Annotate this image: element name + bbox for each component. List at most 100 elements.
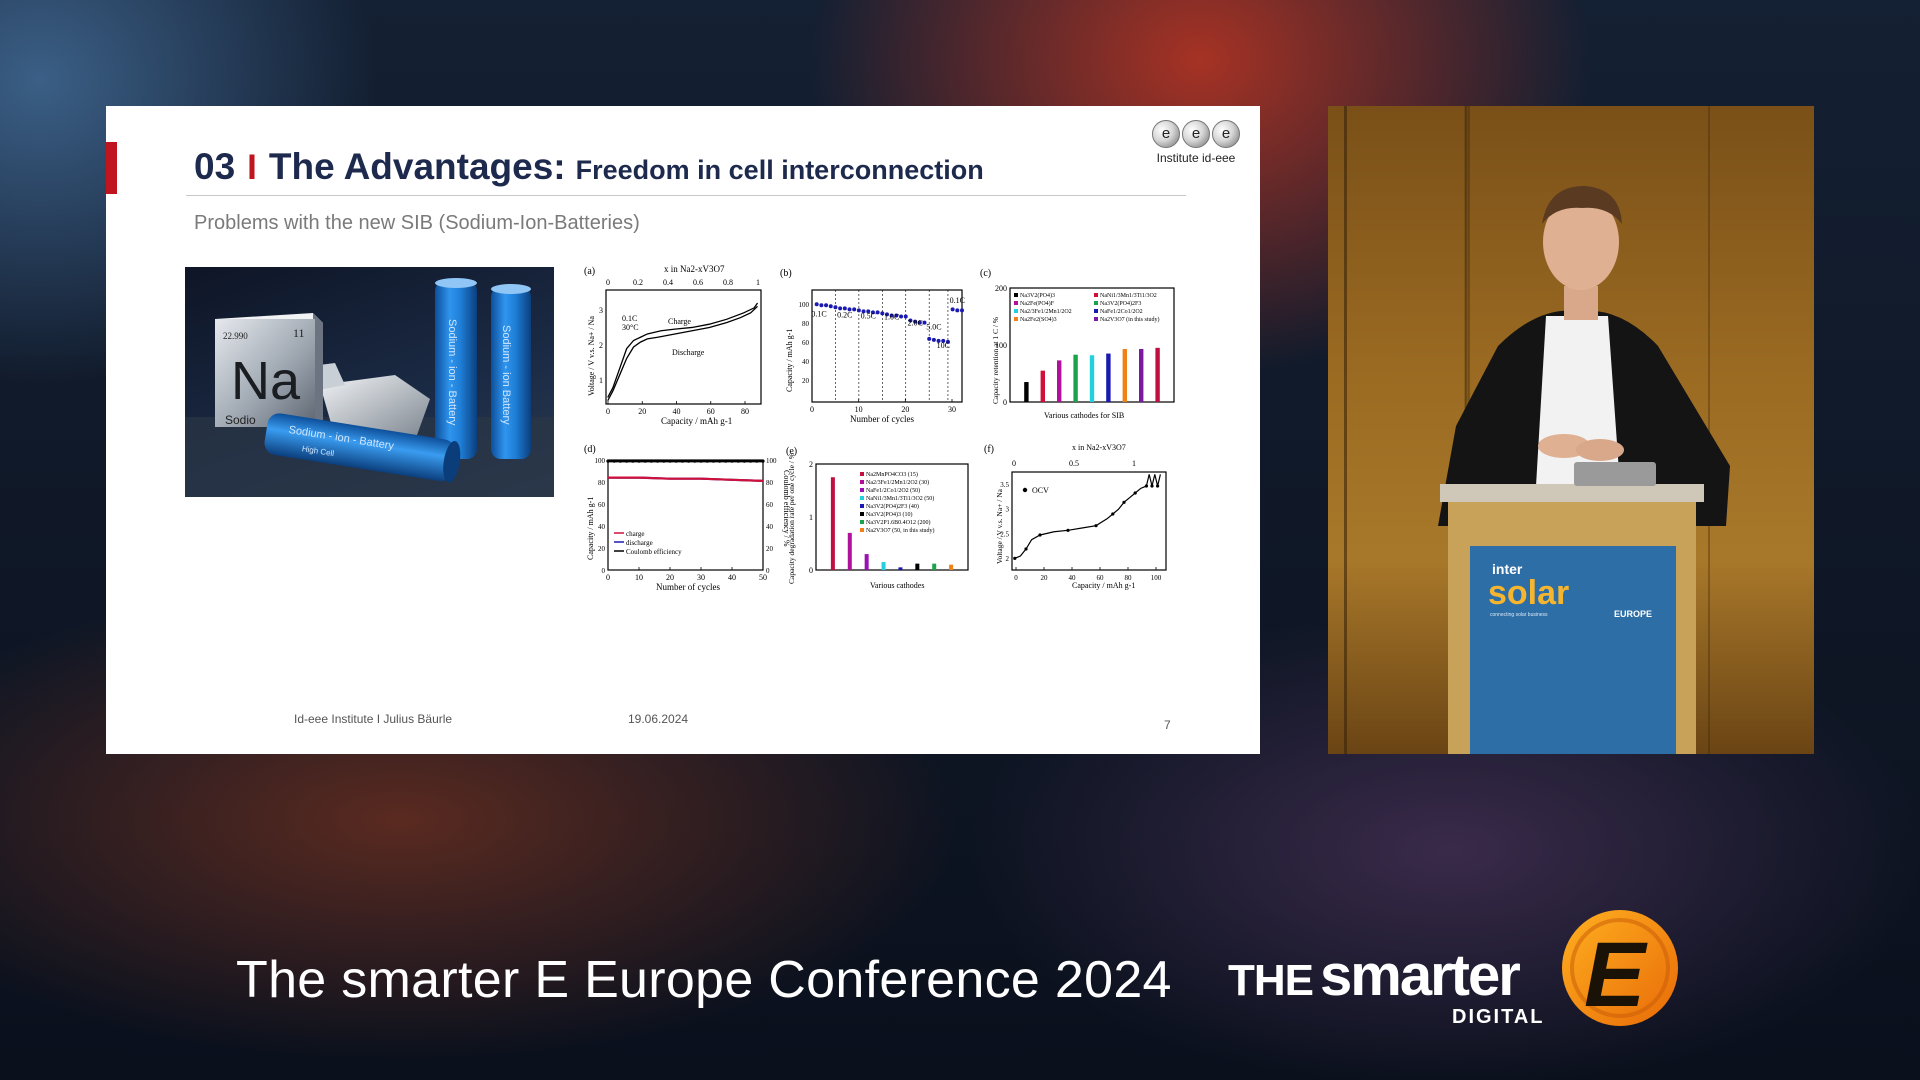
title-divider [186,195,1186,196]
panel-a-discharge-label: Discharge [672,348,705,357]
speaker-shirt [1536,316,1620,486]
panel-d-y2tick: 0 [766,567,770,575]
retention-bar [1073,354,1078,402]
coulomb-point [637,459,641,463]
discharge-curve [608,476,764,482]
panel-a-rate: 0.1C [622,314,637,323]
panel-b-xtick: 0 [810,405,814,414]
panel-e-ylabel: Capacity degradation rate per one cycle … [787,453,796,584]
panel-b-xtick: 30 [948,405,956,414]
legend-swatch [860,496,864,500]
panel-f-ylabel: Voltage / V v.s. Na+ / Na [995,488,1004,564]
legend-entry: Na3V2(PO4)3 [1020,292,1055,299]
ocv-point [1111,512,1115,516]
rate-point [950,307,955,312]
legend-entry: NaNi1/3Mn1/3Ti1/3O2 (50) [866,495,934,502]
logo-smarter: smarter [1320,943,1521,1008]
panel-c: (c) 0 100 200 Na3V2(PO4)3 NaNi1/3Mn1/3Ti1/3O… [980,268,1175,420]
panel-f-top-tick: 1 [1132,459,1136,468]
slide-title: 03 I The Advantages: Freedom in cell int… [194,146,984,192]
retention-bar [1040,370,1045,402]
panel-b-ytick: 60 [802,339,810,347]
ocv-point [1144,484,1148,488]
ocv-point [1133,491,1137,495]
panel-a-top-label: x in Na2-xV3O7 [664,264,725,274]
coulomb-point [718,459,722,463]
panel-d-y2tick: 80 [766,479,774,487]
retention-bar [1024,382,1029,402]
panel-a-temp: 30°C [622,323,639,332]
element-number: 11 [293,326,305,340]
retention-bar [1122,348,1127,402]
coulomb-point [730,459,734,463]
coulomb-point [674,459,678,463]
degradation-bar [881,562,886,570]
panel-a-ytick: 1 [599,376,603,385]
rate-label: 5.0C [926,323,941,332]
panel-d-xtick: 40 [728,573,736,582]
panel-b-frame [811,289,963,403]
podium-tagline: connecting solar business [1490,612,1548,618]
panel-d-ylabel: Capacity / mAh g-1 [586,497,595,560]
ocv-point [1094,524,1098,528]
degradation-bar [830,477,835,570]
coulomb-point [680,459,684,463]
rate-point [870,310,875,315]
footer-date: 19.06.2024 [628,712,689,726]
rate-point [828,304,833,309]
electrochemistry-figure: (a) x in Na2-xV3O7 0 0.2 0.4 0.6 0.8 1 0 20 40 6… [584,264,1175,592]
retention-bar [1155,347,1160,402]
rate-label: 0.1C [950,296,965,305]
coulomb-point [612,459,616,463]
coulomb-point [761,459,765,463]
panel-d-y2tick: 100 [766,457,777,465]
legend-swatch [1014,317,1018,321]
legend-entry: Na3V2P1.6B0.4O12 (200) [866,519,931,526]
rate-point [875,310,880,315]
ocv-point [1013,556,1017,560]
panel-b-ytick: 40 [802,358,810,366]
title-separator: I [247,148,257,187]
degradation-bar [949,564,954,570]
rate-point [833,305,838,310]
rate-point [922,320,927,325]
rate-point [889,313,894,318]
panel-b-ylabel: Capacity / mAh g-1 [785,329,794,392]
panel-a-ylabel: Voltage / V v.s. Na+ / Na [587,316,596,396]
footer-author: Id-eee Institute I Julius Bäurle [294,712,453,726]
legend-entry: Na2/3Fe1/2Mn1/2O2 (30) [866,479,929,486]
panel-a-xtick: 80 [741,407,749,416]
legend-swatch [1094,301,1098,305]
panel-a-top-tick: 0.2 [633,278,643,287]
lectern-panel [1470,546,1676,754]
legend-entry: Coulomb efficiency [626,548,682,556]
institute-logo: e e e Institute id-eee [1148,120,1244,172]
legend-entry: NaFe1/2Co1/2O2 [1100,309,1143,315]
rate-point [908,318,913,323]
coulomb-point [687,459,691,463]
laptop [1574,462,1656,486]
the-smarter-e-logo: THE smarter DIGITAL E [1226,908,1686,1038]
panel-a-top-tick: 0.4 [663,278,673,287]
panel-c-ylabel: Capacity retention at 1 C / % [991,317,1000,404]
presentation-slide: 03 I The Advantages: Freedom in cell int… [106,106,1260,754]
rate-point [824,303,829,308]
legend-swatch [860,488,864,492]
panel-d-ytick: 40 [598,523,606,531]
podium-region: EUROPE [1614,609,1652,619]
ocv-curve [1014,474,1161,559]
panel-c-ytick: 100 [995,341,1007,350]
panel-f-label: (f) [984,444,994,455]
panel-b-ytick: 80 [802,320,810,328]
coulomb-point [693,459,697,463]
panel-f-xtick: 100 [1151,574,1162,582]
legend-entry: NaFe1/2Co1/2O2 (50) [866,487,920,494]
rate-label: 2.0C [907,319,922,328]
rate-point [945,339,950,344]
logo-letter: E [1584,924,1648,1026]
panel-e-ytick: 1 [809,513,813,522]
coulomb-point [668,459,672,463]
panel-a-xtick: 0 [606,407,610,416]
legend-entry: Na2/3Fe1/2Mn1/2O2 [1020,309,1072,315]
rate-point [866,309,871,314]
